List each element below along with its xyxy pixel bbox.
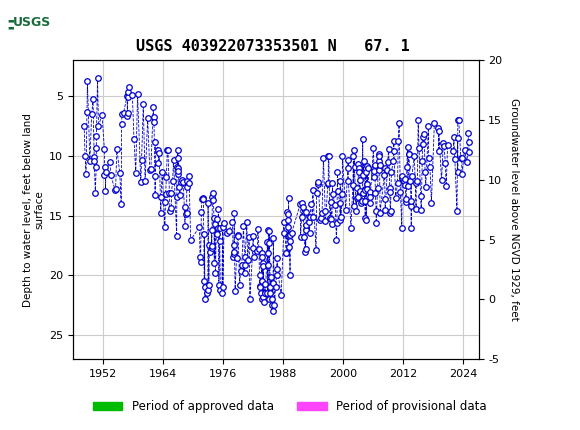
Legend: Period of approved data, Period of provisional data: Period of approved data, Period of provi… [93, 400, 487, 413]
Bar [3, 3, 61, 42]
Text: ▬: ▬ [7, 17, 13, 23]
Text: ▬: ▬ [7, 24, 13, 30]
Y-axis label: Depth to water level, feet below land
surface: Depth to water level, feet below land su… [23, 113, 45, 307]
Y-axis label: Groundwater level above NGVD 1929, feet: Groundwater level above NGVD 1929, feet [509, 98, 519, 321]
Text: USGS: USGS [13, 16, 51, 29]
Text: USGS 403922073353501 N   67. 1: USGS 403922073353501 N 67. 1 [136, 39, 409, 54]
